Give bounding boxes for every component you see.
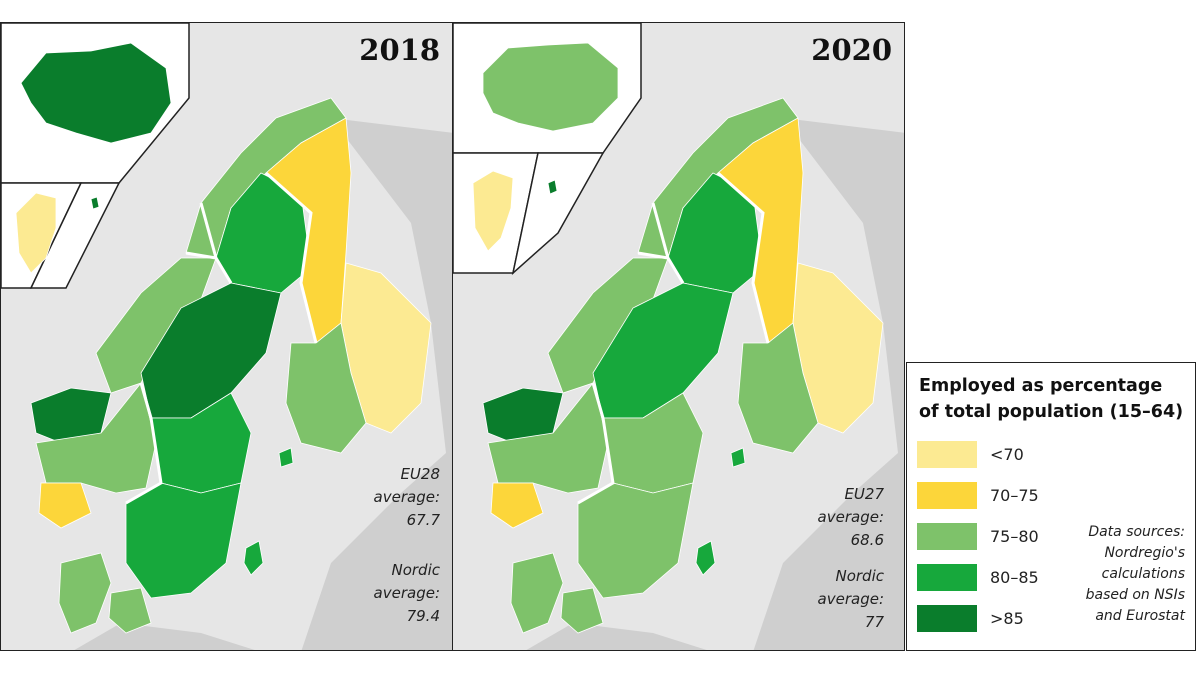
legend-swatch-lt70 <box>917 441 977 468</box>
map-year-label: 2020 <box>811 33 892 67</box>
data-sources-line: Nordregio's <box>1104 545 1185 561</box>
eu-average-label: EU28 <box>400 465 440 483</box>
region-faroe <box>90 196 100 210</box>
eu-average-block: EU27 average: 68.6 <box>818 483 884 552</box>
eu-average-word: average: <box>817 508 884 526</box>
nordic-average-block: Nordic average: 77 <box>818 565 884 634</box>
inset-iceland-greenland <box>1 23 190 289</box>
legend-swatch-75-80 <box>917 523 977 550</box>
data-sources-line: based on NSIs <box>1085 587 1185 603</box>
neighbour-land <box>753 118 904 650</box>
region-norway-southwest <box>38 482 92 529</box>
region-denmark <box>58 552 112 634</box>
nordic-average-value: 77 <box>864 613 884 631</box>
region-gotland <box>243 540 264 576</box>
region-aland <box>278 447 294 468</box>
nordic-average-word: average: <box>373 584 440 602</box>
region-iceland <box>20 42 172 144</box>
region-finland-west <box>285 322 367 454</box>
region-sweden-south <box>125 482 242 599</box>
region-sweden-south <box>577 482 694 599</box>
eu-average-word: average: <box>373 488 440 506</box>
legend-label-70-75: 70–75 <box>990 486 1039 505</box>
region-gotland <box>695 540 716 576</box>
data-sources-line: and Eurostat <box>1095 608 1185 624</box>
legend-label-75-80: 75–80 <box>990 527 1039 546</box>
eu-average-label: EU27 <box>844 485 884 503</box>
legend-title-line-1: Employed as percentage <box>919 376 1163 396</box>
map-panel-2018: 2018 EU28 average: 67.7 Nordic average: … <box>0 22 453 651</box>
region-denmark-islands <box>108 587 152 634</box>
legend: Employed as percentage of total populati… <box>906 362 1196 651</box>
map-2018 <box>1 23 452 650</box>
legend-label-80-85: 80–85 <box>990 568 1039 587</box>
map-year-label: 2018 <box>359 33 440 67</box>
legend-swatch-gt85 <box>917 605 977 632</box>
eu-average-block: EU28 average: 67.7 <box>374 463 440 532</box>
inset-iceland-greenland <box>453 23 642 276</box>
region-denmark <box>510 552 564 634</box>
country-borders <box>577 171 770 505</box>
legend-label-gt85: >85 <box>990 609 1024 628</box>
country-borders <box>125 171 318 505</box>
neighbour-land <box>301 118 452 650</box>
nordic-average-word: average: <box>817 590 884 608</box>
region-faroe <box>547 179 558 195</box>
nordic-average-value: 79.4 <box>406 607 440 625</box>
region-norway-southwest <box>490 482 544 529</box>
legend-label-lt70: <70 <box>990 445 1024 464</box>
legend-title: Employed as percentage of total populati… <box>919 373 1194 425</box>
neighbour-land-south <box>526 623 707 650</box>
data-sources: Data sources: Nordregio's calculations b… <box>1086 522 1185 627</box>
map-panel-2020: 2020 EU27 average: 68.6 Nordic average: … <box>452 22 905 651</box>
legend-swatch-70-75 <box>917 482 977 509</box>
region-greenland <box>15 192 57 274</box>
region-greenland <box>472 170 514 252</box>
map-2020 <box>453 23 904 650</box>
legend-title-line-2: of total population (15–64) <box>919 402 1184 422</box>
nordic-average-label: Nordic <box>391 561 440 579</box>
region-denmark-islands <box>560 587 604 634</box>
nordic-average-block: Nordic average: 79.4 <box>374 559 440 628</box>
neighbour-land-south <box>74 623 255 650</box>
data-sources-line: Data sources: <box>1088 524 1185 540</box>
region-iceland <box>482 42 619 132</box>
nordic-average-label: Nordic <box>835 567 884 585</box>
legend-swatch-80-85 <box>917 564 977 591</box>
eu-average-value: 67.7 <box>406 511 440 529</box>
region-aland <box>730 447 746 468</box>
eu-average-value: 68.6 <box>850 531 884 549</box>
data-sources-line: calculations <box>1101 566 1185 582</box>
region-finland-west <box>737 322 819 454</box>
